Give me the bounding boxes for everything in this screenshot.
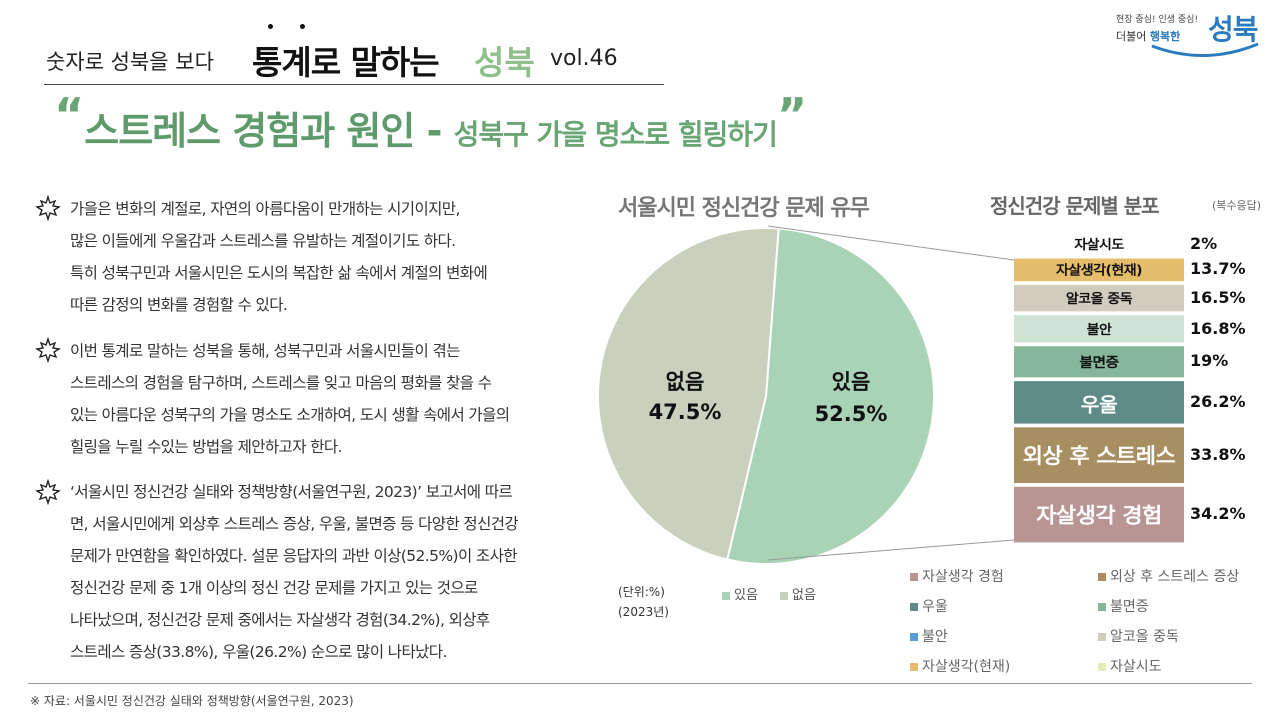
bar-value-label: 19% — [1190, 351, 1229, 371]
brand-word: 성북 — [474, 43, 535, 82]
bar-segment: 불안 — [1014, 315, 1184, 343]
bar-value-label: 33.8% — [1190, 444, 1246, 464]
bar-value-label: 16.8% — [1190, 318, 1246, 338]
bar-segment: 불면증 — [1014, 346, 1184, 378]
legend-swatch — [910, 633, 918, 641]
legend-swatch — [1098, 603, 1106, 611]
pie-slice-no — [597, 227, 780, 561]
bar-segment: 알코올 중독 — [1014, 284, 1184, 312]
legend-label: 외상 후 스트레스 증상 — [1110, 569, 1240, 585]
legend-label: 불안 — [922, 629, 948, 645]
paragraph-2: 이번 통계로 말하는 성북을 통해, 성북구민과 서울시민들이 겪는 스트레스의 … — [70, 342, 510, 456]
footer-divider — [28, 683, 1252, 684]
legend-swatch — [910, 603, 918, 611]
pie-legend-no: 없음 — [780, 584, 816, 603]
bar-segment: 자살생각 경험 — [1014, 486, 1184, 542]
bar-value-label: 13.7% — [1190, 259, 1246, 279]
maple-leaf-icon — [35, 478, 61, 506]
legend-swatch — [1098, 633, 1106, 641]
bar-value-label: 34.2% — [1190, 503, 1246, 523]
legend-item: 불안 — [910, 626, 948, 646]
maple-leaf-icon — [35, 194, 61, 222]
emphasis-dot — [300, 24, 305, 29]
paragraph-3: ‘서울시민 정신건강 실태와 정책방향(서울연구원, 2023)’ 보고서에 따… — [70, 483, 519, 661]
legend-swatch — [910, 573, 918, 581]
legend-label: 불면증 — [1110, 599, 1149, 615]
pie-value-none: 47.5% — [648, 400, 722, 424]
logo-tagline: 현장 중심! 인생 중심! — [1116, 15, 1199, 25]
headline: “스트레스 경험과 원인 - 성북구 가을 명소로 힐링하기” — [54, 88, 808, 153]
legend-label: 자살생각 경험 — [922, 569, 1004, 585]
legend-item: 우울 — [910, 596, 948, 616]
volume-label: vol.46 — [550, 46, 618, 71]
paragraph-1: 가을은 변화의 계절로, 자연의 아름다움이 만개하는 시기이지만, 많은 이들에… — [70, 200, 488, 314]
legend-item: 외상 후 스트레스 증상 — [1098, 566, 1239, 586]
distribution-chart-title: 정신건강 문제별 분포 — [990, 194, 1160, 218]
legend-swatch — [1098, 573, 1106, 581]
legend-item: 알코올 중독 — [1098, 626, 1179, 646]
logo-line: 더불어 행복한 — [1116, 30, 1181, 43]
logo-swoosh-icon — [1151, 42, 1259, 58]
maple-leaf-icon — [35, 336, 61, 364]
pie-value-yes: 52.5% — [814, 402, 888, 426]
main-title: 통계로 말하는 — [252, 43, 440, 82]
legend-item: 자살시도 — [1098, 656, 1162, 676]
pre-title: 숫자로 성북을 보다 — [46, 50, 214, 74]
unit-note: (단위:%) (2023년) — [618, 585, 669, 619]
bar-value-label: 16.5% — [1190, 287, 1246, 307]
legend-item: 자살생각(현재) — [910, 656, 1010, 676]
bar-segment: 우울 — [1014, 381, 1184, 424]
pie-chart — [597, 227, 935, 565]
logo: 성북 — [1208, 13, 1259, 46]
bar-value-label: 26.2% — [1190, 392, 1246, 412]
legend-label: 자살시도 — [1110, 659, 1162, 675]
pie-slice-yes — [726, 227, 935, 565]
legend-item: 자살생각 경험 — [910, 566, 1004, 586]
multiple-response-note: (복수응답) — [1212, 199, 1262, 212]
pie-chart-title: 서울시민 정신건강 문제 유무 — [618, 196, 870, 221]
bar-segment: 외상 후 스트레스 — [1014, 427, 1184, 483]
header-divider — [44, 84, 664, 85]
legend-swatch — [910, 663, 918, 671]
bar-segment: 자살시도 — [1074, 237, 1124, 253]
pie-legend-yes: 있음 — [722, 584, 758, 603]
legend-item: 불면증 — [1098, 596, 1149, 616]
connector-lines — [767, 225, 1015, 561]
source-note: ※ 자료: 서울시민 정신건강 실태와 정책방향(서울연구원, 2023) — [30, 694, 354, 708]
bar-value-label: 2% — [1190, 234, 1218, 253]
legend-label: 자살생각(현재) — [922, 659, 1011, 675]
pie-label-none: 없음 — [665, 370, 705, 394]
bar-segment: 자살생각(현재) — [1014, 258, 1184, 281]
legend-label: 우울 — [922, 599, 948, 615]
legend-swatch — [1098, 663, 1106, 671]
emphasis-dot — [268, 24, 273, 29]
pie-label-yes: 있음 — [831, 370, 871, 394]
legend-label: 알코올 중독 — [1110, 629, 1179, 645]
